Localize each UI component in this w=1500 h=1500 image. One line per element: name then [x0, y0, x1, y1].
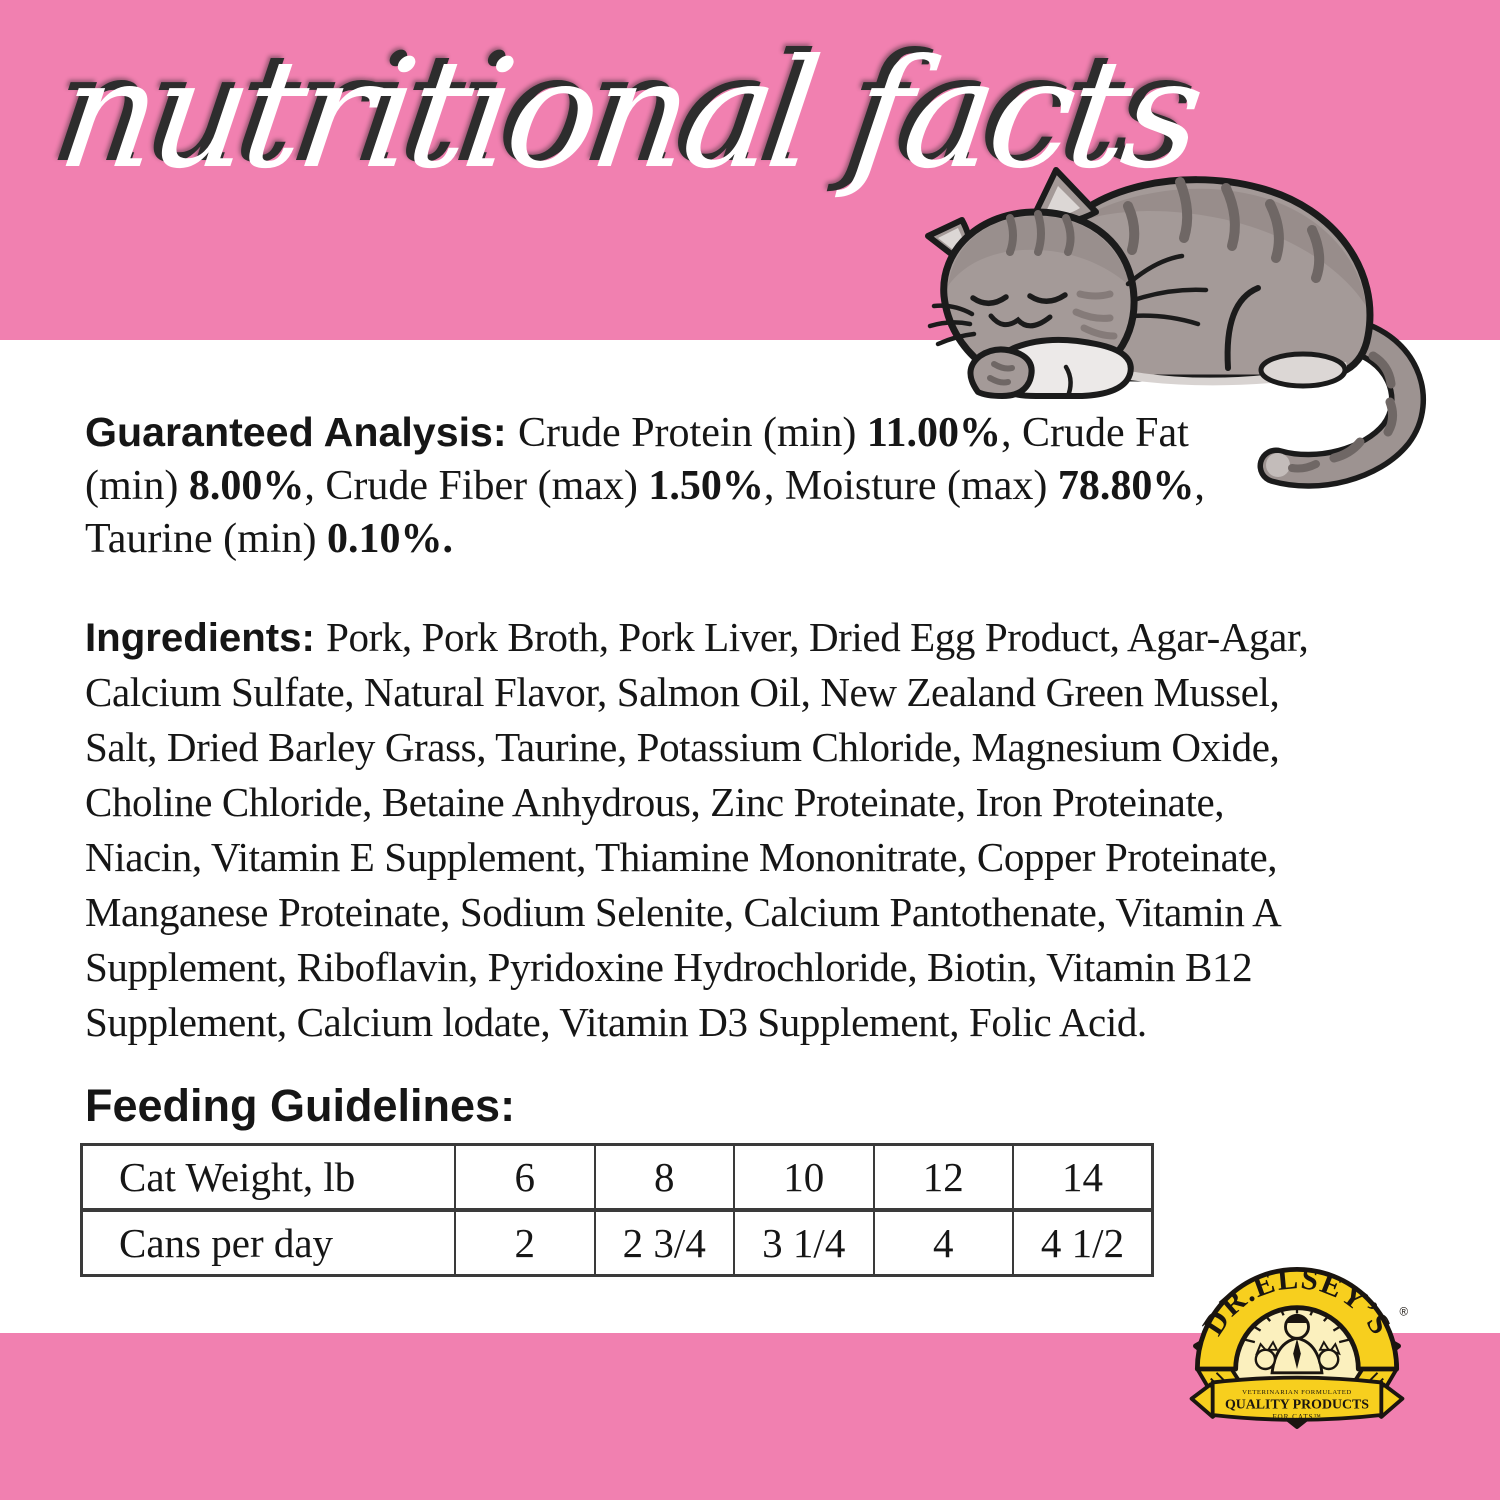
guaranteed-analysis-paragraph: Guaranteed Analysis: Crude Protein (min)… [85, 406, 1365, 566]
logo-man-with-cats [1254, 1313, 1341, 1375]
ingredients-line: Choline Chloride, Betaine Anhydrous, Zin… [85, 779, 1225, 825]
table-cell: 2 [454, 1208, 596, 1277]
ingredients-line: Supplement, Calcium lodate, Vitamin D3 S… [85, 999, 1147, 1045]
ingredients-line: Niacin, Vitamin E Supplement, Thiamine M… [85, 834, 1278, 880]
row-label-cell: Cans per day [80, 1208, 456, 1277]
table-cell: 3 1/4 [733, 1208, 875, 1277]
row-label-cell: Cat Weight, lb [80, 1143, 456, 1211]
table-cell: 12 [872, 1143, 1014, 1211]
table-cell: 14 [1012, 1143, 1154, 1211]
feeding-guidelines-table: Cat Weight, lb 6 8 10 12 14 Cans per day… [80, 1143, 1154, 1277]
ingredients-paragraph: Ingredients: Pork, Pork Broth, Pork Live… [85, 610, 1465, 1050]
table-cell: 2 3/4 [593, 1208, 735, 1277]
cat-tail [1257, 315, 1427, 489]
ribbon-line1: VETERINARIAN FORMULATED [1242, 1389, 1352, 1396]
ingredients-line: Supplement, Riboflavin, Pyridoxine Hydro… [85, 944, 1253, 990]
ingredients-line: Salt, Dried Barley Grass, Taurine, Potas… [85, 724, 1280, 770]
table-row-cans-per-day: Cans per day 2 2 3/4 3 1/4 4 4 1/2 [80, 1208, 1154, 1277]
registered-trademark-symbol: ® [1400, 1306, 1409, 1318]
logo-ribbon: VETERINARIAN FORMULATED QUALITY PRODUCTS… [1189, 1375, 1405, 1422]
table-cell: 4 [872, 1208, 1014, 1277]
feeding-guidelines-heading: Feeding Guidelines: [85, 1080, 516, 1131]
table-cell: 4 1/2 [1012, 1208, 1154, 1277]
dr-elseys-logo: DR.ELSEY’S ® VETERINARIAN FORMULATED QUA… [1189, 1261, 1409, 1429]
table-cell: 8 [593, 1143, 735, 1211]
cat-face [927, 253, 1209, 347]
ingredients-line: Manganese Proteinate, Sodium Selenite, C… [85, 889, 1282, 935]
ingredients-line: Calcium Sulfate, Natural Flavor, Salmon … [85, 669, 1280, 715]
table-row-cat-weight: Cat Weight, lb 6 8 10 12 14 [80, 1143, 1154, 1211]
ribbon-line2: QUALITY PRODUCTS [1225, 1397, 1369, 1412]
guaranteed-analysis-line: Guaranteed Analysis: Crude Protein (min)… [85, 409, 1189, 456]
guaranteed-analysis-line: (min) 8.00%, Crude Fiber (max) 1.50%, Mo… [85, 463, 1205, 509]
ingredients-line: Ingredients: Pork, Pork Broth, Pork Live… [85, 614, 1309, 660]
table-cell: 10 [733, 1143, 875, 1211]
table-cell: 6 [454, 1143, 596, 1211]
sleeping-cat-illustration [925, 167, 1427, 489]
ribbon-line3: FOR CATS™ [1273, 1413, 1322, 1421]
guaranteed-analysis-line: Taurine (min) 0.10%. [85, 516, 453, 562]
cat-paws [967, 336, 1348, 399]
